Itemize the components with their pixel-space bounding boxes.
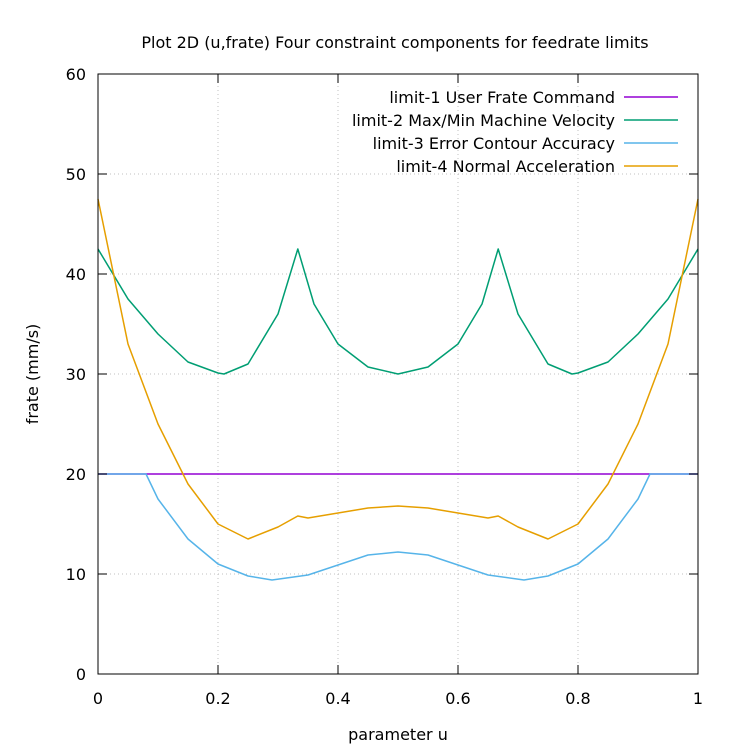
y-tick-label: 50 <box>66 165 86 184</box>
series-lines <box>97 198 699 581</box>
y-axis-label: frate (mm/s) <box>23 324 42 425</box>
legend: limit-1 User Frate Command limit-2 Max/Mi… <box>352 88 678 176</box>
y-tick-label: 20 <box>66 465 86 484</box>
legend-label-4: limit-4 Normal Acceleration <box>396 157 615 176</box>
x-axis-label: parameter u <box>348 725 448 744</box>
y-tick-label: 40 <box>66 265 86 284</box>
x-tick-label: 0.8 <box>565 689 590 708</box>
series-line-2 <box>97 248 699 375</box>
y-tick-label: 10 <box>66 565 86 584</box>
axis-ticks <box>97 73 699 675</box>
chart-title: Plot 2D (u,frate) Four constraint compon… <box>141 33 648 52</box>
legend-label-3: limit-3 Error Contour Accuracy <box>373 134 615 153</box>
series-line-4 <box>97 198 699 540</box>
legend-label-2: limit-2 Max/Min Machine Velocity <box>352 111 615 130</box>
x-tick-label: 0 <box>93 689 103 708</box>
legend-label-1: limit-1 User Frate Command <box>389 88 615 107</box>
y-tick-label: 60 <box>66 65 86 84</box>
series-line-3 <box>98 473 698 581</box>
x-tick-label: 0.2 <box>205 689 230 708</box>
x-tick-label: 0.6 <box>445 689 470 708</box>
y-tick-label: 0 <box>76 665 86 684</box>
x-tick-label: 0.4 <box>325 689 350 708</box>
y-tick-label: 30 <box>66 365 86 384</box>
x-tick-label: 1 <box>693 689 703 708</box>
